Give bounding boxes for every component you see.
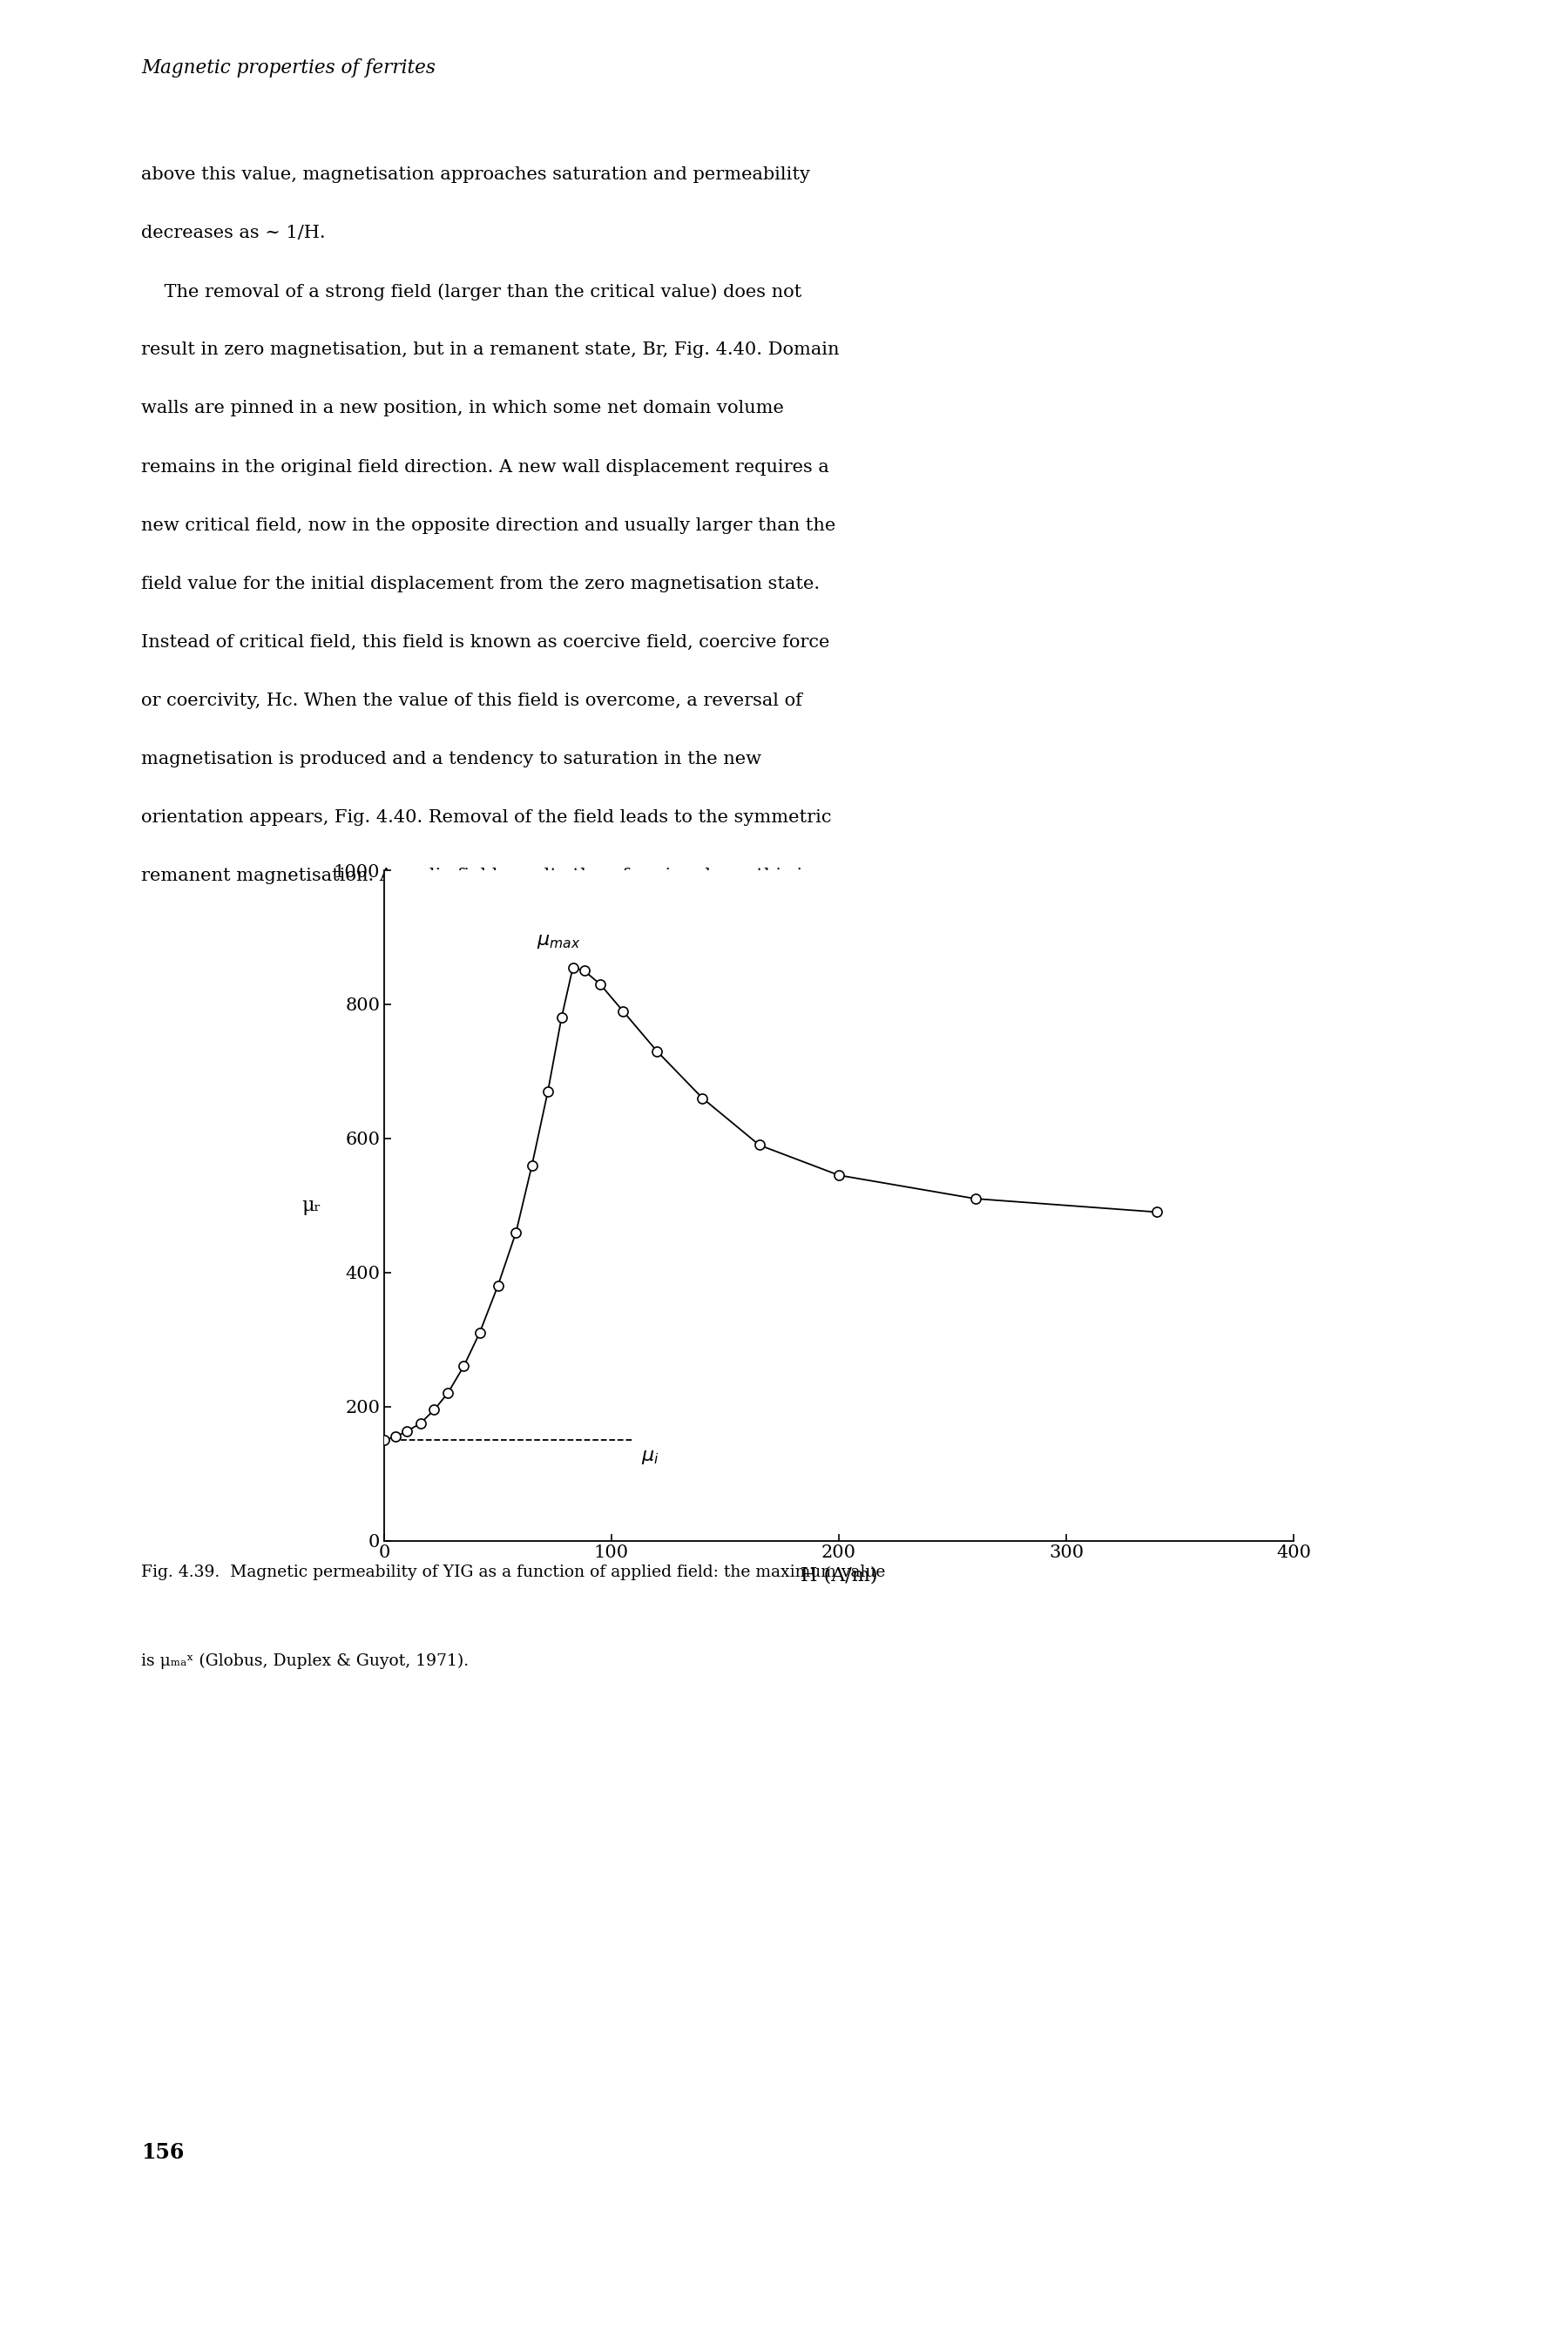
Text: field value for the initial displacement from the zero magnetisation state.: field value for the initial displacement… [141, 576, 820, 593]
Text: The removal of a strong field (larger than the critical value) does not: The removal of a strong field (larger th… [141, 285, 801, 301]
Text: walls are pinned in a new position, in which some net domain volume: walls are pinned in a new position, in w… [141, 400, 784, 416]
X-axis label: H (A/m): H (A/m) [800, 1566, 878, 1585]
Text: Instead of critical field, this field is known as coercive field, coercive force: Instead of critical field, this field is… [141, 633, 829, 649]
Text: above this value, magnetisation approaches saturation and permeability: above this value, magnetisation approach… [141, 167, 811, 183]
Text: or coercivity, Hc. When the value of this field is overcome, a reversal of: or coercivity, Hc. When the value of thi… [141, 691, 803, 708]
Text: Magnetic properties of ferrites: Magnetic properties of ferrites [141, 59, 436, 78]
Text: $\mu_{max}$: $\mu_{max}$ [536, 931, 580, 950]
Text: remains in the original field direction. A new wall displacement requires a: remains in the original field direction.… [141, 459, 829, 475]
Text: 156: 156 [141, 2143, 183, 2161]
Text: result in zero magnetisation, but in a remanent state, Br, Fig. 4.40. Domain: result in zero magnetisation, but in a r… [141, 341, 839, 358]
Text: $\mu_i$: $\mu_i$ [641, 1446, 659, 1465]
Text: orientation appears, Fig. 4.40. Removal of the field leads to the symmetric: orientation appears, Fig. 4.40. Removal … [141, 809, 831, 826]
Text: remanent magnetisation. A cyclic field results therefore in a loop; this is: remanent magnetisation. A cyclic field r… [141, 868, 812, 884]
Text: decreases as ~ 1/H.: decreases as ~ 1/H. [141, 226, 326, 242]
Text: magnetisation is produced and a tendency to saturation in the new: magnetisation is produced and a tendency… [141, 750, 762, 767]
Text: Fig. 4.39.  Magnetic permeability of YIG as a function of applied field: the max: Fig. 4.39. Magnetic permeability of YIG … [141, 1564, 886, 1581]
Text: is μₘₐˣ (Globus, Duplex & Guyot, 1971).: is μₘₐˣ (Globus, Duplex & Guyot, 1971). [141, 1653, 469, 1668]
Y-axis label: μᵣ: μᵣ [301, 1195, 321, 1216]
Text: new critical field, now in the opposite direction and usually larger than the: new critical field, now in the opposite … [141, 517, 836, 534]
